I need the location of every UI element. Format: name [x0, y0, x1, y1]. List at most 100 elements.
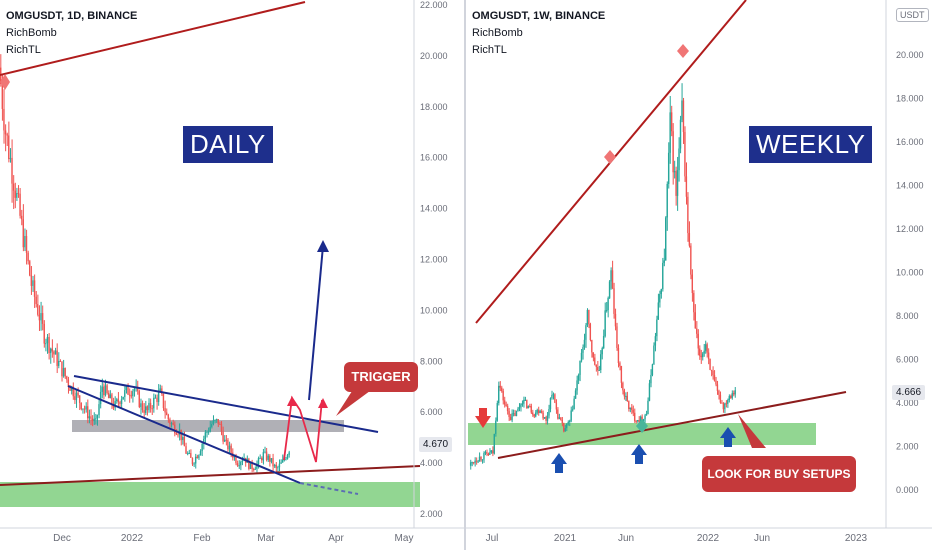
- candle-body: [725, 403, 727, 405]
- candle-body: [265, 451, 268, 460]
- candle-body: [679, 119, 682, 149]
- candle-body: [542, 412, 544, 419]
- weekly-indicator-richtl[interactable]: RichTL: [472, 44, 507, 56]
- candle-body: [127, 386, 129, 395]
- candle-body: [565, 423, 568, 429]
- daily-indicator-richbomb[interactable]: RichBomb: [6, 27, 57, 39]
- candle-body: [201, 443, 203, 452]
- candle-body: [614, 313, 617, 327]
- candle-body: [104, 385, 107, 396]
- candle-body: [511, 413, 513, 421]
- candle-body: [54, 350, 57, 355]
- candle-body: [517, 408, 519, 412]
- pane-divider[interactable]: [464, 0, 466, 550]
- candle-body: [22, 219, 24, 248]
- candle-body: [64, 367, 66, 377]
- candle-body: [240, 461, 242, 466]
- weekly-chart-pane[interactable]: 20.000 18.000 16.000 14.000 12.000 10.000 8.00…: [466, 0, 932, 550]
- candle-body: [198, 455, 200, 459]
- trigger-callout: TRIGGER: [344, 362, 418, 392]
- candle-body: [534, 412, 537, 417]
- candle-body: [583, 339, 586, 348]
- candle-body: [262, 452, 265, 461]
- currency-badge[interactable]: USDT: [896, 8, 929, 22]
- candle-body: [496, 403, 498, 421]
- candle-body: [238, 465, 240, 467]
- candle-body: [685, 176, 688, 197]
- sell-marker-1: [604, 150, 616, 164]
- candle-body: [480, 456, 482, 460]
- candle-body: [72, 386, 74, 397]
- candle-body: [592, 352, 594, 358]
- candle-body: [101, 386, 103, 392]
- candle-body: [196, 456, 198, 459]
- candle-body: [554, 394, 556, 403]
- candle-body: [1, 83, 4, 109]
- candle-body: [24, 235, 26, 248]
- candle-body: [53, 351, 55, 355]
- candle-body: [117, 399, 120, 403]
- zigzag-projection: [283, 395, 323, 463]
- candle-body: [98, 404, 100, 416]
- candle-body: [125, 386, 128, 391]
- candle-body: [140, 403, 142, 408]
- weekly-chart-canvas[interactable]: 20.000 18.000 16.000 14.000 12.000 10.000 8.00…: [466, 0, 932, 550]
- candle-body: [164, 408, 166, 413]
- candle-body: [709, 359, 711, 370]
- candle-body: [654, 336, 657, 346]
- daily-y-axis: 22.000 20.000 18.000 16.000 14.000 12.000 10.0…: [420, 0, 448, 519]
- candle-body: [14, 190, 16, 198]
- candle-body: [159, 388, 161, 392]
- candle-body: [486, 452, 488, 454]
- candle-body: [665, 217, 667, 261]
- candle-body: [223, 439, 226, 442]
- candle-body: [12, 183, 15, 191]
- candle-body: [225, 439, 227, 441]
- daily-chart-pane[interactable]: 22.000 20.000 18.000 16.000 14.000 12.000 10.0…: [0, 0, 464, 550]
- candle-body: [628, 401, 630, 410]
- candle-body: [145, 406, 147, 413]
- candle-body: [220, 423, 223, 432]
- candle-body: [719, 394, 722, 403]
- candle-body: [278, 463, 281, 468]
- candle-body: [638, 419, 640, 423]
- weekly-indicator-richbomb[interactable]: RichBomb: [472, 27, 523, 39]
- candle-body: [597, 367, 599, 371]
- candle-body: [626, 395, 628, 402]
- daily-indicator-richtl[interactable]: RichTL: [6, 44, 41, 56]
- candle-body: [675, 171, 677, 196]
- candle-body: [275, 464, 277, 468]
- candle-body: [727, 400, 729, 404]
- candle-body: [56, 350, 58, 366]
- candle-body: [518, 407, 521, 409]
- candle-body: [233, 456, 236, 458]
- candle-body: [59, 360, 62, 362]
- candle-body: [38, 314, 41, 321]
- candle-body: [530, 406, 532, 413]
- daily-chart-canvas[interactable]: 22.000 20.000 18.000 16.000 14.000 12.000 10.0…: [0, 0, 464, 550]
- candle-body: [721, 402, 723, 404]
- y-tick-label: 20.000: [420, 51, 448, 61]
- candle-body: [43, 323, 45, 344]
- candle-body: [574, 390, 577, 399]
- candle-body: [706, 344, 708, 353]
- candle-body: [512, 413, 515, 415]
- candle-body: [604, 310, 606, 337]
- candle-body: [490, 450, 493, 453]
- candle-body: [691, 274, 694, 294]
- candle-body: [571, 409, 574, 411]
- candle-body: [616, 326, 618, 349]
- target-arrow-head: [317, 240, 329, 252]
- candle-body: [257, 458, 260, 465]
- weekly-label: WEEKLY: [749, 126, 873, 163]
- candle-body: [681, 100, 683, 120]
- candle-body: [515, 411, 518, 416]
- y-tick-label: 12.000: [896, 224, 924, 234]
- candle-body: [119, 402, 121, 404]
- candle-body: [8, 135, 10, 160]
- candle-body: [690, 245, 692, 275]
- candle-body: [520, 404, 522, 408]
- candle-body: [77, 392, 79, 396]
- candle-body: [696, 328, 698, 334]
- candle-body: [545, 417, 547, 421]
